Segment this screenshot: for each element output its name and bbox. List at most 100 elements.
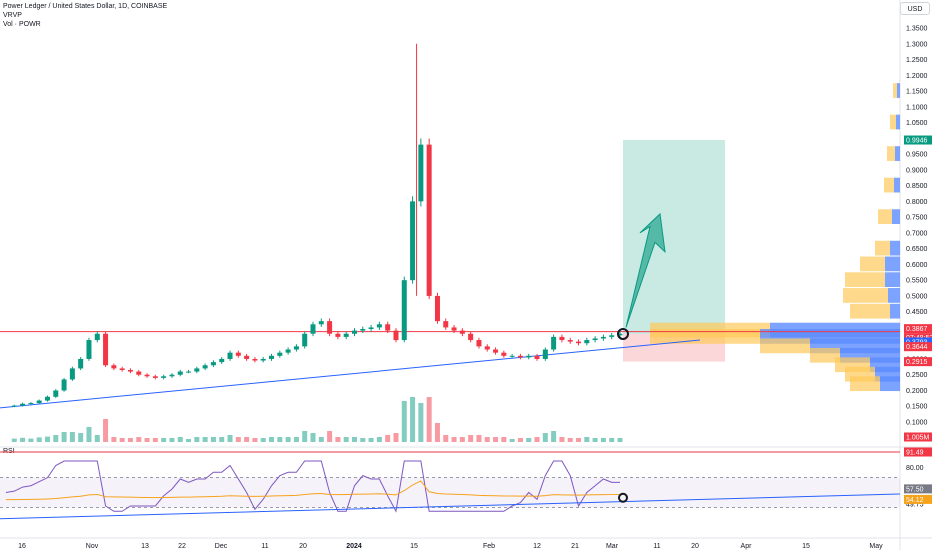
volume-bar [177, 437, 183, 442]
candle-body [584, 340, 590, 344]
x-tick-label: 12 [533, 543, 541, 550]
candle-body [567, 340, 573, 342]
volume-bar [385, 435, 391, 442]
x-tick-label: Dec [215, 543, 228, 550]
candle-body [310, 324, 316, 334]
candle-body [468, 333, 474, 341]
candle-body [576, 341, 582, 344]
volume-bar [318, 437, 324, 442]
y-tick-label: 0.8500 [906, 183, 928, 190]
target-arrow [625, 212, 666, 328]
candle-body [501, 352, 507, 356]
x-tick-label: 15 [802, 543, 810, 550]
vrvp-bar-up [890, 114, 896, 130]
volume-bar [36, 437, 42, 442]
candle-body [94, 333, 100, 341]
vrvp-bar-up [878, 209, 892, 224]
price-tag-bg [904, 432, 932, 442]
volume-bar [302, 431, 308, 442]
y-tick-label: 0.1000 [906, 420, 928, 427]
volume-bar [501, 437, 507, 442]
volume-bar [592, 438, 598, 442]
volume-bar [376, 437, 382, 442]
volume-bar [219, 437, 225, 442]
candle-body [36, 400, 42, 404]
rsi-y-tick-label: 80.00 [906, 465, 924, 472]
volume-bar [44, 436, 50, 442]
price-tag-bg [904, 337, 932, 347]
volume-bar [434, 423, 440, 442]
x-tick-label: 13 [141, 543, 149, 550]
candle-body [53, 390, 59, 397]
y-tick-label: 0.2500 [906, 372, 928, 379]
volume-bar [459, 437, 465, 442]
candle-body [277, 352, 283, 356]
price-tag-text: 0.3867 [906, 326, 928, 333]
vrvp-bar-down [894, 177, 900, 193]
volume-bar [476, 435, 482, 442]
chart-title: Power Ledger / United States Dollar, 1D,… [3, 3, 168, 10]
entry-marker [617, 327, 629, 340]
candle-body [351, 330, 357, 334]
volume-bar [335, 437, 341, 442]
volume-bar [484, 437, 490, 442]
volume-bar [343, 437, 349, 442]
volume-bar [567, 438, 573, 442]
target-zone [623, 140, 725, 334]
rsi-ma-line [5, 480, 621, 501]
x-tick-label: 20 [691, 543, 699, 550]
x-tick-label: 16 [18, 543, 26, 550]
volume-bar [161, 438, 167, 442]
vrvp-bar-up [760, 338, 810, 354]
price-tag-text: 1.005M [906, 435, 930, 442]
y-tick-label: 0.5500 [906, 278, 928, 285]
candle-body [244, 355, 250, 359]
vrvp-bar-down [895, 146, 900, 161]
candle-body [177, 371, 183, 375]
volume-bar [418, 403, 424, 442]
volume-bar [260, 438, 266, 442]
y-tick-label: 0.4500 [906, 309, 928, 316]
candle-body [484, 346, 490, 350]
candle-body [202, 365, 208, 369]
y-tick-label: 0.9500 [906, 152, 928, 159]
y-tick-label: 1.2500 [906, 57, 928, 64]
support-trendline [0, 339, 701, 409]
candle-body [609, 335, 615, 337]
y-tick-label: 1.3000 [906, 41, 928, 48]
x-tick-label: 20 [299, 543, 307, 550]
volume-bar [111, 437, 117, 442]
indicator-vrvp-label[interactable]: VRVP [3, 12, 22, 19]
vrvp-bar-up [860, 256, 885, 272]
price-tag-text: 0.2915 [906, 359, 928, 366]
volume-bar [526, 438, 532, 442]
volume-bar [393, 433, 399, 442]
volume-bar [244, 437, 250, 442]
vrvp-bar-up [810, 347, 840, 363]
candle-body [509, 355, 515, 357]
volume-bar [360, 438, 366, 442]
price-tag-text: 0.9946 [906, 138, 928, 145]
volume-bar [542, 433, 548, 442]
candle-body [534, 355, 540, 359]
volume-bar [11, 438, 17, 442]
x-tick-label: 15 [410, 543, 418, 550]
candle-body [551, 336, 557, 350]
volume-bar [401, 401, 407, 442]
volume-bar [69, 432, 75, 442]
volume-bar [493, 437, 499, 442]
candle-body [434, 295, 440, 322]
volume-bar [285, 437, 291, 442]
x-tick-label: Apr [741, 543, 753, 550]
volume-bar [94, 435, 100, 442]
vrvp-bar-up [875, 240, 890, 256]
volume-bar [426, 397, 432, 442]
y-tick-label: 0.2000 [906, 388, 928, 395]
volume-bar [327, 431, 333, 442]
indicator-volume-label[interactable]: Vol · POWR [3, 21, 41, 28]
candle-body [335, 333, 341, 337]
candle-body [227, 352, 233, 359]
candle-body [592, 338, 598, 341]
volume-bar [28, 438, 34, 442]
